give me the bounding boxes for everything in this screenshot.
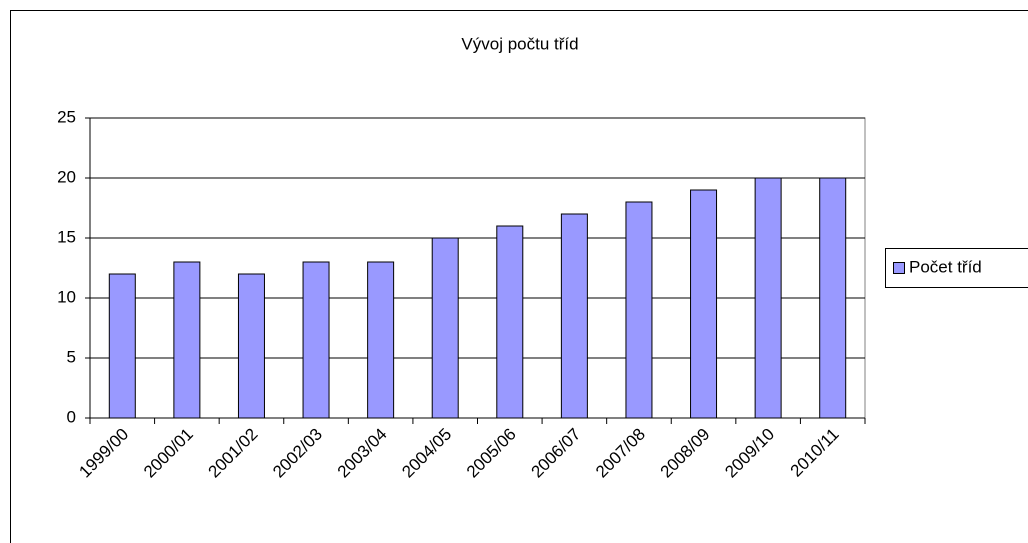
y-tick-label: 25 — [57, 107, 76, 126]
bar — [431, 237, 459, 419]
chart-title: Vývoj počtu tříd — [461, 34, 578, 53]
y-tick-label: 0 — [67, 407, 76, 426]
bar — [173, 261, 201, 419]
bar — [302, 261, 330, 419]
bar — [108, 273, 136, 419]
bar — [560, 213, 588, 419]
bar — [367, 261, 395, 419]
legend-box — [885, 248, 1028, 288]
bar — [690, 189, 718, 419]
bar — [237, 273, 265, 419]
y-tick-label: 10 — [57, 287, 76, 306]
bar — [754, 177, 782, 419]
bar — [625, 201, 653, 419]
bar — [819, 177, 847, 419]
legend-swatch — [893, 262, 905, 274]
y-tick-label: 15 — [57, 227, 76, 246]
plot-area — [89, 117, 866, 419]
bar — [496, 225, 524, 419]
legend-label: Počet tříd — [909, 257, 982, 276]
y-tick-label: 5 — [67, 347, 76, 366]
y-tick-label: 20 — [57, 167, 76, 186]
